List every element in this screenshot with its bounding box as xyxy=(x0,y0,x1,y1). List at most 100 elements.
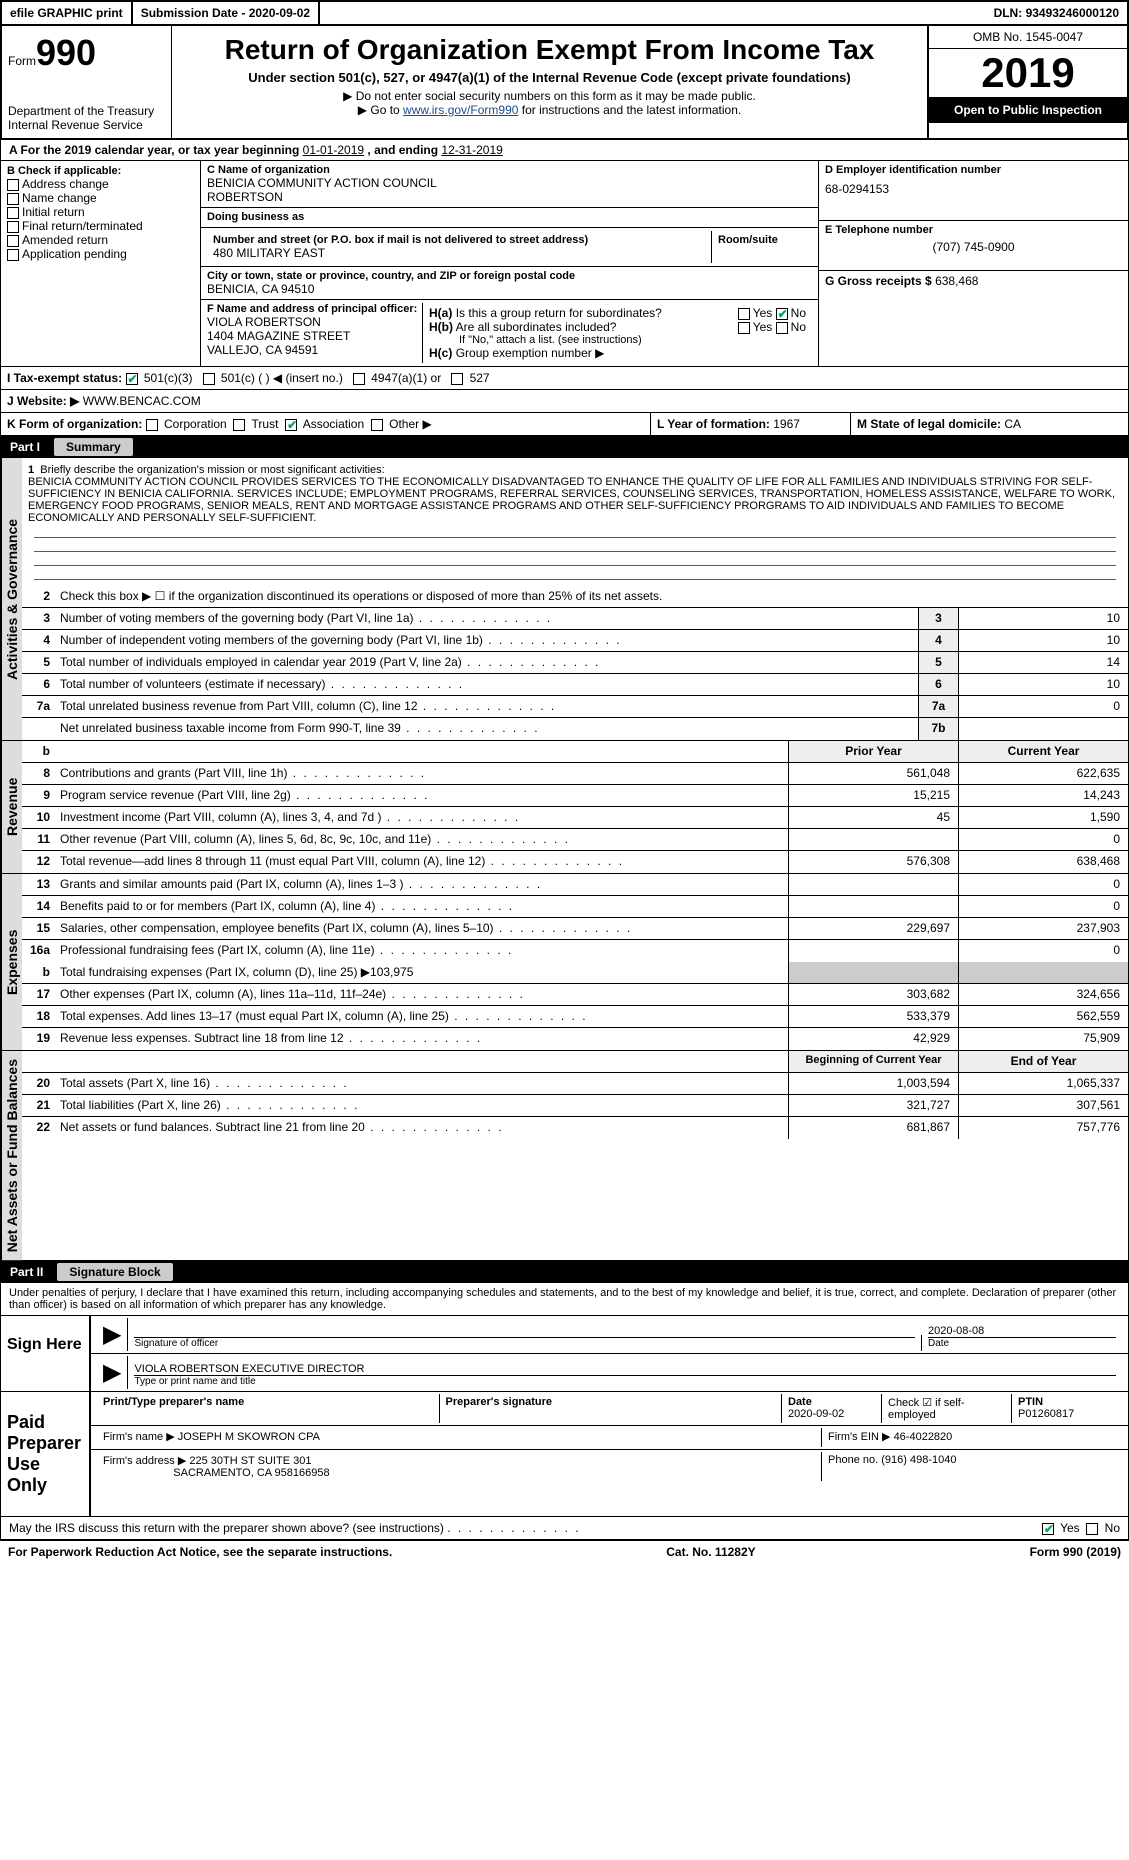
street-address: 480 MILITARY EAST xyxy=(213,246,705,260)
header-center: Return of Organization Exempt From Incom… xyxy=(172,26,927,138)
table-row: 5Total number of individuals employed in… xyxy=(22,652,1128,674)
tel-value: (707) 745-0900 xyxy=(825,240,1122,254)
tax-year-row: A For the 2019 calendar year, or tax yea… xyxy=(0,140,1129,161)
part-2-header: Part II Signature Block xyxy=(0,1261,1129,1283)
cb-4947[interactable] xyxy=(353,373,365,385)
org-name: BENICIA COMMUNITY ACTION COUNCIL xyxy=(207,176,812,190)
cb-trust[interactable] xyxy=(233,419,245,431)
org-name-label: C Name of organization xyxy=(207,164,812,176)
table-row: 21Total liabilities (Part X, line 26)321… xyxy=(22,1095,1128,1117)
city-state-zip: BENICIA, CA 94510 xyxy=(207,282,812,296)
paid-preparer-block: Paid Preparer Use Only Print/Type prepar… xyxy=(0,1392,1129,1517)
room-label: Room/suite xyxy=(718,234,806,246)
table-row: 13Grants and similar amounts paid (Part … xyxy=(22,874,1128,896)
sign-here-block: Sign Here ▶ Signature of officer 2020-08… xyxy=(0,1316,1129,1392)
hb-note: If "No," attach a list. (see instruction… xyxy=(429,334,806,346)
col-b-checkboxes: B Check if applicable: Address change Na… xyxy=(1,161,201,366)
irs: Internal Revenue Service xyxy=(8,118,165,132)
table-row: 14Benefits paid to or for members (Part … xyxy=(22,896,1128,918)
irs-link[interactable]: www.irs.gov/Form990 xyxy=(403,103,518,117)
line-16b: Total fundraising expenses (Part IX, col… xyxy=(56,962,788,983)
cb-name-change[interactable]: Name change xyxy=(7,191,194,205)
ha-no[interactable] xyxy=(776,308,788,320)
org-name-2: ROBERTSON xyxy=(207,190,812,204)
mission-text: BENICIA COMMUNITY ACTION COUNCIL PROVIDE… xyxy=(28,476,1115,524)
line-2: Check this box ▶ ☐ if the organization d… xyxy=(56,586,1128,607)
table-row: 8Contributions and grants (Part VIII, li… xyxy=(22,763,1128,785)
cb-assoc[interactable] xyxy=(285,419,297,431)
sig-date-label: Date xyxy=(928,1337,1116,1349)
firm-ein: 46-4022820 xyxy=(894,1431,953,1443)
activities-governance: Activities & Governance 1 Briefly descri… xyxy=(0,458,1129,741)
hb-no[interactable] xyxy=(776,322,788,334)
sig-name-label: Type or print name and title xyxy=(134,1375,1116,1387)
footer-right: Form 990 (2019) xyxy=(1030,1545,1121,1559)
table-row: 16aProfessional fundraising fees (Part I… xyxy=(22,940,1128,962)
top-bar: efile GRAPHIC print Submission Date - 20… xyxy=(0,0,1129,24)
form-header: Form990 Department of the Treasury Inter… xyxy=(0,24,1129,140)
officer-print-name: VIOLA ROBERTSON EXECUTIVE DIRECTOR xyxy=(134,1363,1116,1375)
form-subtitle: Under section 501(c), 527, or 4947(a)(1)… xyxy=(180,70,919,85)
table-row: 20Total assets (Part X, line 16)1,003,59… xyxy=(22,1073,1128,1095)
cb-501c3[interactable] xyxy=(126,373,138,385)
street-label: Number and street (or P.O. box if mail i… xyxy=(213,234,705,246)
dba-label: Doing business as xyxy=(207,211,812,223)
hb-yes[interactable] xyxy=(738,322,750,334)
footer-mid: Cat. No. 11282Y xyxy=(666,1545,755,1559)
officer-street: 1404 MAGAZINE STREET xyxy=(207,329,422,343)
side-label-revenue: Revenue xyxy=(1,741,22,873)
prep-date: 2020-09-02 xyxy=(788,1408,844,1420)
discuss-no[interactable] xyxy=(1086,1523,1098,1535)
cb-corp[interactable] xyxy=(146,419,158,431)
col-c-name-address: C Name of organization BENICIA COMMUNITY… xyxy=(201,161,818,366)
state-domicile: CA xyxy=(1004,417,1021,431)
table-row: 22Net assets or fund balances. Subtract … xyxy=(22,1117,1128,1139)
cb-final-return[interactable]: Final return/terminated xyxy=(7,219,194,233)
omb-number: OMB No. 1545-0047 xyxy=(929,26,1127,49)
line-1-mission: 1 Briefly describe the organization's mi… xyxy=(22,458,1128,586)
ein-value: 68-0294153 xyxy=(825,182,1122,196)
form-990-page: efile GRAPHIC print Submission Date - 20… xyxy=(0,0,1129,1563)
col-h: H(a) Is this a group return for subordin… xyxy=(422,303,812,363)
tel-label: E Telephone number xyxy=(825,224,1122,236)
table-row: 4Number of independent voting members of… xyxy=(22,630,1128,652)
cb-other[interactable] xyxy=(371,419,383,431)
firm-addr: 225 30TH ST SUITE 301 xyxy=(189,1455,311,1467)
sign-here-label: Sign Here xyxy=(1,1316,91,1391)
open-to-public: Open to Public Inspection xyxy=(929,97,1127,123)
col-end: End of Year xyxy=(958,1051,1128,1072)
page-footer: For Paperwork Reduction Act Notice, see … xyxy=(0,1540,1129,1563)
table-row: 18Total expenses. Add lines 13–17 (must … xyxy=(22,1006,1128,1028)
officer-name: VIOLA ROBERTSON xyxy=(207,315,422,329)
form-note-ssn: Do not enter social security numbers on … xyxy=(180,89,919,103)
website: WWW.BENCAC.COM xyxy=(83,394,201,408)
net-assets-section: Net Assets or Fund Balances Beginning of… xyxy=(0,1051,1129,1261)
ein-label: D Employer identification number xyxy=(825,164,1122,176)
cb-501c[interactable] xyxy=(203,373,215,385)
cb-amended-return[interactable]: Amended return xyxy=(7,233,194,247)
table-row: 6Total number of volunteers (estimate if… xyxy=(22,674,1128,696)
discuss-row: May the IRS discuss this return with the… xyxy=(0,1517,1129,1540)
efile-label: efile GRAPHIC print xyxy=(2,2,133,24)
officer-label: F Name and address of principal officer: xyxy=(207,303,422,315)
submission-date: Submission Date - 2020-09-02 xyxy=(133,2,320,24)
cb-initial-return[interactable]: Initial return xyxy=(7,205,194,219)
side-label-ag: Activities & Governance xyxy=(1,458,22,740)
footer-left: For Paperwork Reduction Act Notice, see … xyxy=(8,1545,392,1559)
dept-treasury: Department of the Treasury xyxy=(8,104,165,118)
form-number: 990 xyxy=(36,32,96,73)
row-j-website: J Website: ▶ WWW.BENCAC.COM xyxy=(0,390,1129,413)
cb-527[interactable] xyxy=(451,373,463,385)
ha-yes[interactable] xyxy=(738,308,750,320)
cb-application-pending[interactable]: Application pending xyxy=(7,247,194,261)
table-row: 17Other expenses (Part IX, column (A), l… xyxy=(22,984,1128,1006)
discuss-yes[interactable] xyxy=(1042,1523,1054,1535)
table-row: 7aTotal unrelated business revenue from … xyxy=(22,696,1128,718)
part-1-header: Part I Summary xyxy=(0,436,1129,458)
cb-address-change[interactable]: Address change xyxy=(7,177,194,191)
header-left: Form990 Department of the Treasury Inter… xyxy=(2,26,172,138)
revenue-section: Revenue bPrior YearCurrent Year 8Contrib… xyxy=(0,741,1129,874)
table-row: 19Revenue less expenses. Subtract line 1… xyxy=(22,1028,1128,1050)
form-note-link: Go to www.irs.gov/Form990 for instructio… xyxy=(180,103,919,117)
header-right: OMB No. 1545-0047 2019 Open to Public In… xyxy=(927,26,1127,138)
